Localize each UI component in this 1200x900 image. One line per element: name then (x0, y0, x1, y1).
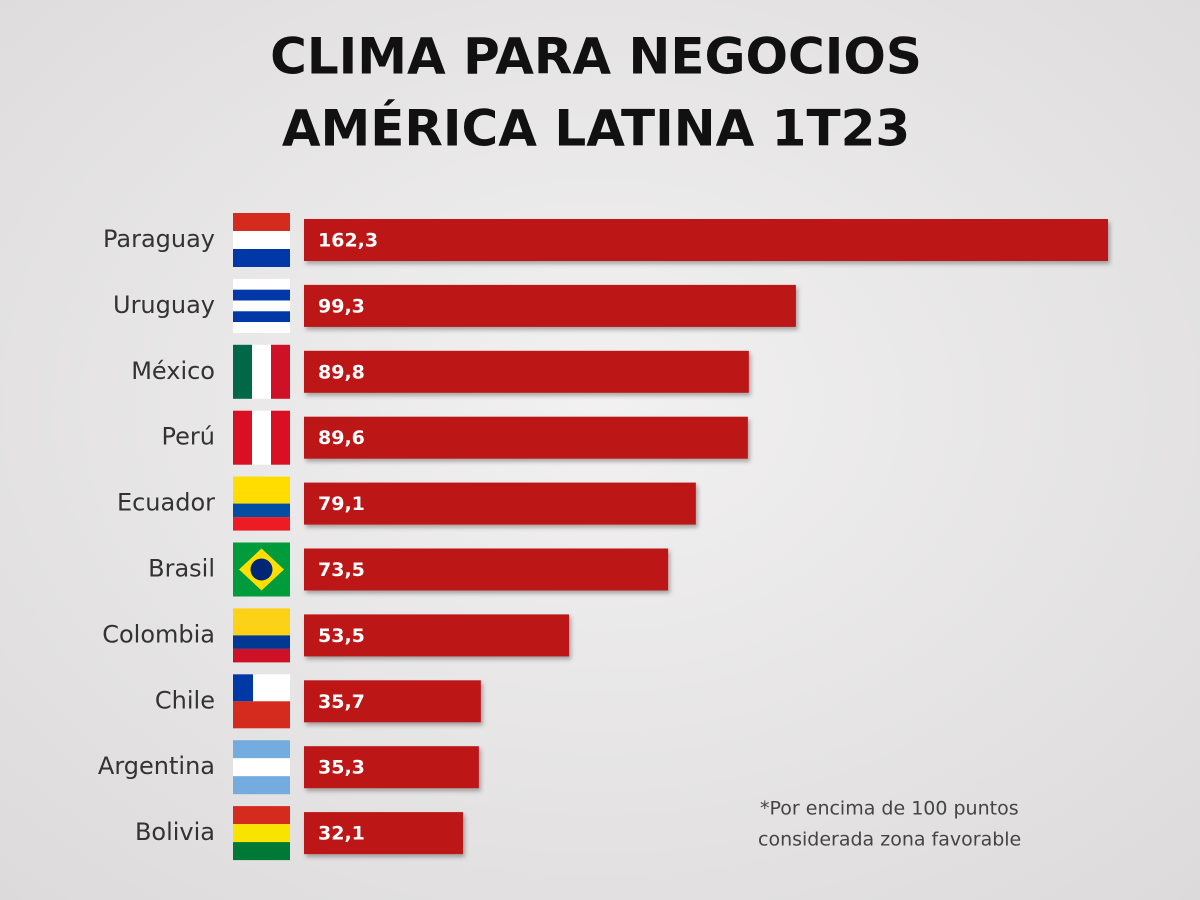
bar (304, 746, 479, 789)
category-label: Paraguay (103, 225, 215, 253)
value-label: 73,5 (318, 559, 365, 581)
flag-stripe (233, 517, 290, 531)
flag-stripe (233, 701, 290, 729)
category-label: México (131, 357, 215, 385)
flag-shape (250, 558, 273, 581)
bar (304, 416, 748, 459)
bar (304, 482, 696, 525)
flag-stripe (233, 806, 290, 825)
footnote: *Por encima de 100 puntos (760, 798, 1019, 820)
value-label: 32,1 (318, 823, 365, 845)
bar (304, 614, 570, 657)
flag-stripe (271, 344, 290, 399)
value-label: 53,5 (318, 625, 365, 647)
flag-stripe (233, 648, 290, 663)
flag-stripe (252, 344, 271, 399)
flag-stripe (233, 289, 290, 301)
category-label: Brasil (148, 555, 215, 583)
flag-stripe (233, 635, 290, 649)
category-label: Colombia (102, 620, 215, 648)
value-label: 99,3 (318, 295, 365, 317)
flag-stripe (233, 213, 290, 231)
flag-stripe (233, 758, 290, 777)
flag-stripe (233, 231, 290, 249)
category-label: Bolivia (135, 818, 215, 846)
bar (304, 284, 796, 327)
value-label: 162,3 (318, 230, 378, 252)
bar (304, 219, 1108, 261)
flag-stripe (233, 300, 290, 312)
flag-stripe (233, 410, 252, 465)
flag-stripe (252, 410, 271, 465)
category-label: Ecuador (117, 489, 215, 517)
flag-stripe (233, 824, 290, 843)
flag-stripe (233, 311, 290, 323)
category-label: Uruguay (113, 291, 215, 319)
value-label: 35,7 (318, 691, 365, 713)
category-label: Chile (155, 686, 215, 714)
flag-stripe (233, 842, 290, 861)
flag-stripe (233, 621, 290, 636)
bar (304, 680, 481, 723)
category-label: Perú (162, 423, 215, 451)
value-label: 35,3 (318, 757, 365, 779)
value-label: 89,6 (318, 427, 365, 449)
flag-stripe (233, 344, 252, 399)
flag-stripe (233, 249, 290, 267)
flag-stripe (233, 776, 290, 795)
footnote: considerada zona favorable (758, 829, 1021, 851)
flag-stripe (233, 476, 290, 491)
value-label: 79,1 (318, 493, 365, 515)
flag-stripe (233, 740, 290, 759)
bar (304, 350, 749, 393)
value-label: 89,8 (318, 361, 365, 383)
flag-stripe (233, 608, 290, 622)
bar (304, 812, 464, 855)
flag-stripe (233, 322, 290, 333)
flag-stripe (271, 410, 290, 465)
category-label: Argentina (98, 752, 215, 780)
flag-stripe (233, 490, 290, 504)
flag-shape (233, 674, 253, 702)
flag-stripe (233, 278, 290, 290)
chart-title: AMÉRICA LATINA 1T23 (282, 99, 910, 158)
chart-title: CLIMA PARA NEGOCIOS (270, 28, 922, 86)
flag-stripe (233, 503, 290, 518)
bar (304, 548, 669, 591)
